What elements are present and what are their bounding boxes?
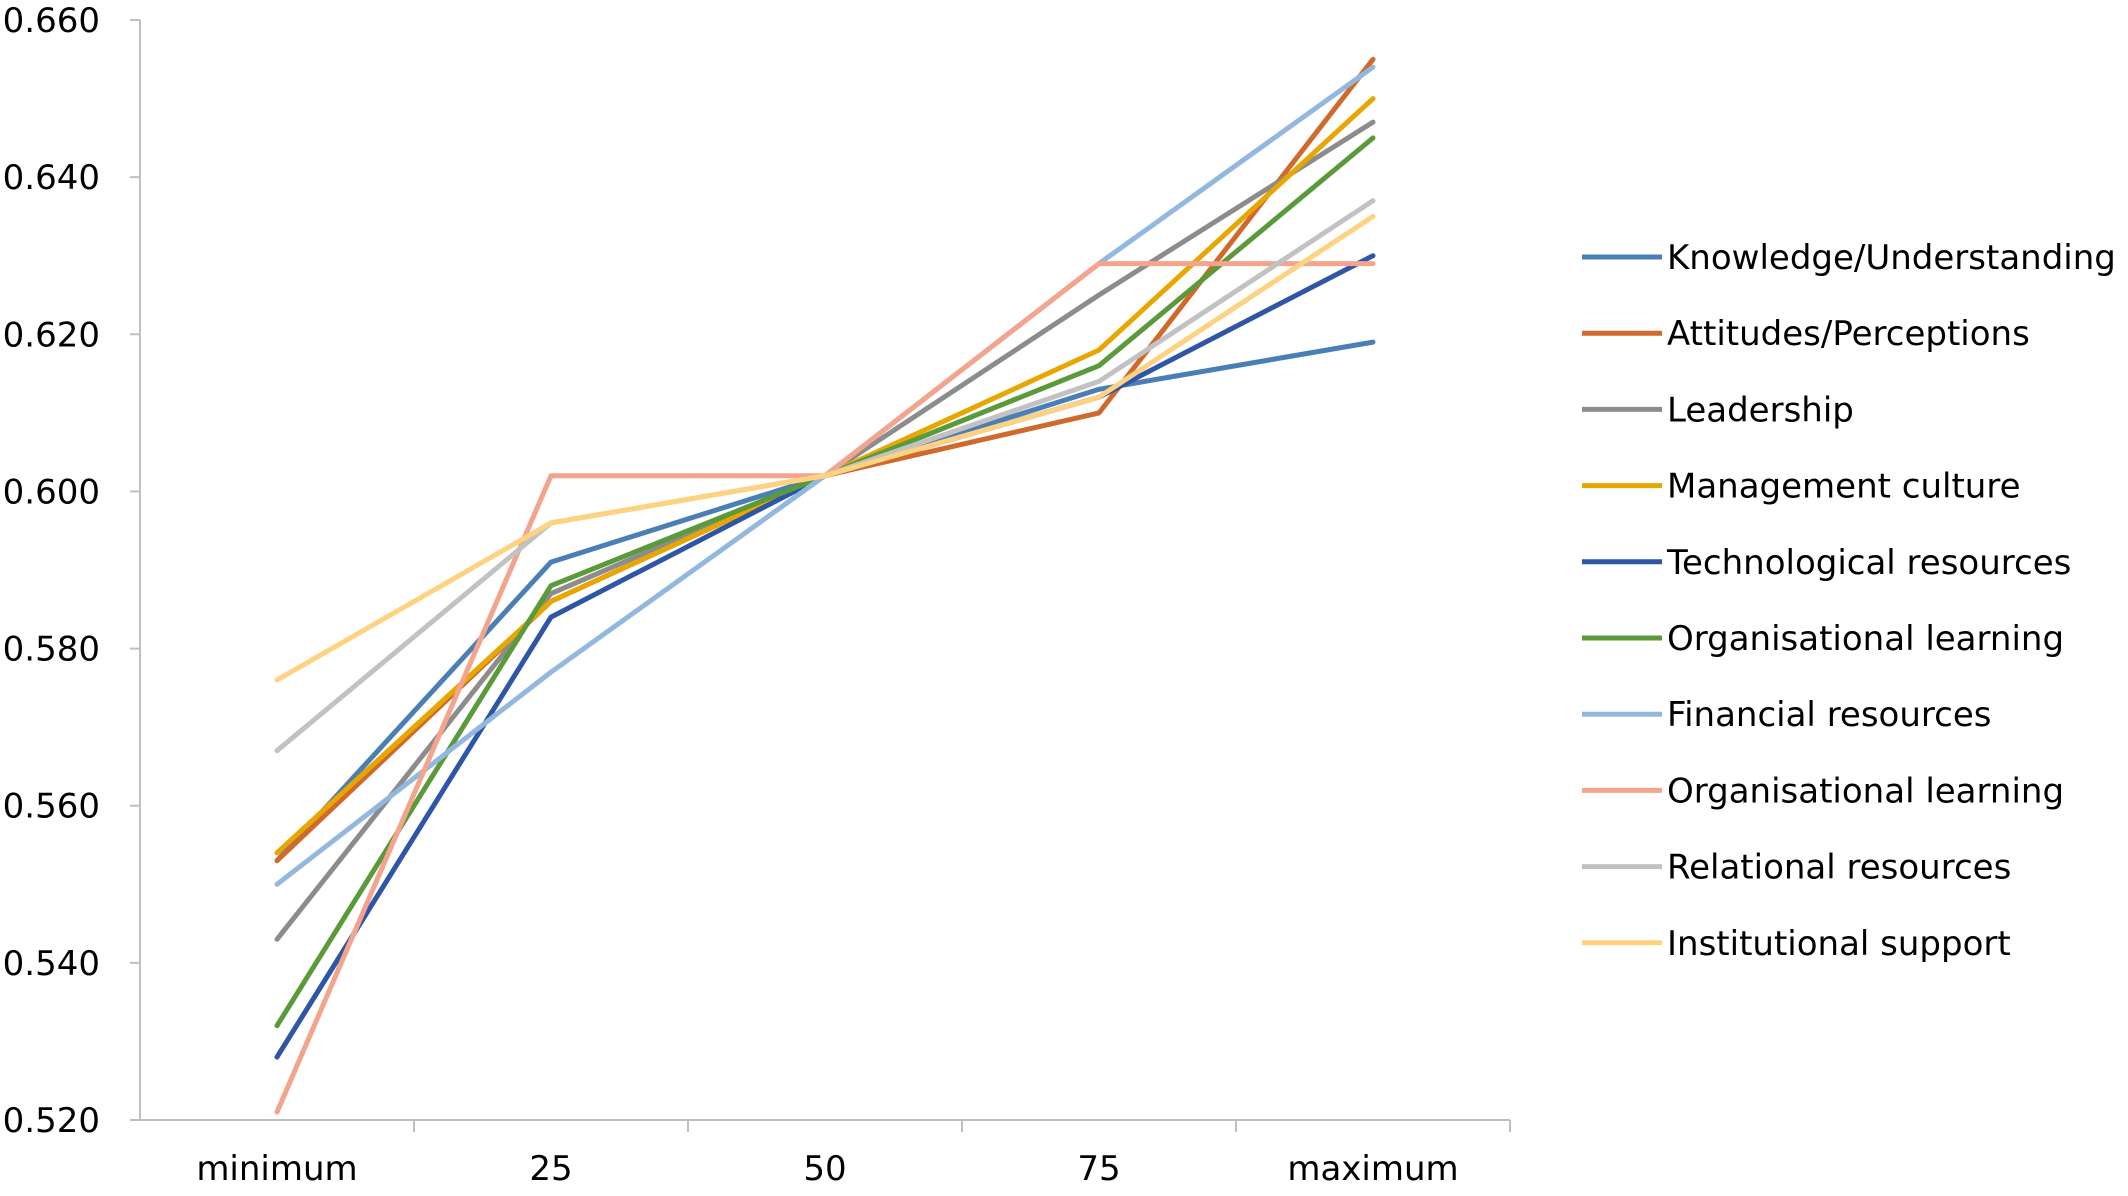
y-tick-label: 0.520	[3, 1101, 100, 1141]
series-line	[274, 253, 1376, 1060]
x-tick-label: minimum	[196, 1149, 357, 1189]
y-tick-label: 0.560	[3, 787, 100, 827]
series-line	[274, 119, 1376, 942]
x-tick-label: 25	[529, 1149, 572, 1189]
y-tick-label: 0.540	[3, 944, 100, 984]
legend-item: Management culture	[1582, 467, 2021, 507]
legend-item: Organisational learning	[1582, 771, 2064, 811]
legend-label: Organisational learning	[1667, 771, 2064, 811]
y-tick-label: 0.600	[3, 472, 100, 512]
y-tick-label: 0.620	[3, 315, 100, 355]
legend-item: Leadership	[1582, 390, 1854, 430]
legend-label: Management culture	[1667, 467, 2021, 507]
series-line	[274, 56, 1376, 864]
y-tick-label: 0.580	[3, 630, 100, 670]
legend-label: Attitudes/Perceptions	[1667, 314, 2030, 354]
legend-item: Relational resources	[1582, 848, 2011, 888]
legend-label: Organisational learning	[1667, 619, 2064, 659]
legend-item: Institutional support	[1582, 924, 2011, 964]
legend-label: Institutional support	[1667, 924, 2011, 964]
legend-item: Organisational learning	[1582, 619, 2064, 659]
series-layer	[274, 56, 1376, 1115]
series-line	[274, 261, 1376, 1115]
legend-label: Financial resources	[1667, 695, 1991, 735]
legend-label: Knowledge/Understanding	[1667, 238, 2116, 278]
legend-label: Relational resources	[1667, 848, 2011, 888]
y-tick-label: 0.660	[3, 1, 100, 41]
series-line	[274, 213, 1376, 683]
y-tick-label: 0.640	[3, 158, 100, 198]
legend-item: Financial resources	[1582, 695, 1991, 735]
legend-label: Technological resources	[1666, 543, 2071, 583]
legend-item: Attitudes/Perceptions	[1582, 314, 2030, 354]
legend-label: Leadership	[1667, 390, 1854, 430]
series-line	[274, 339, 1376, 864]
axis-layer: 0.520 0.540 0.560 0.580 0.600 0.620 0.640 0.660…	[3, 1, 1511, 1189]
legend-item: Technological resources	[1582, 543, 2071, 583]
legend: Knowledge/Understanding Attitudes/Percept…	[1582, 238, 2116, 964]
x-tick-label: maximum	[1287, 1149, 1458, 1189]
legend-item: Knowledge/Understanding	[1582, 238, 2116, 278]
x-tick-label: 75	[1077, 1149, 1120, 1189]
x-tick-label: 50	[803, 1149, 846, 1189]
